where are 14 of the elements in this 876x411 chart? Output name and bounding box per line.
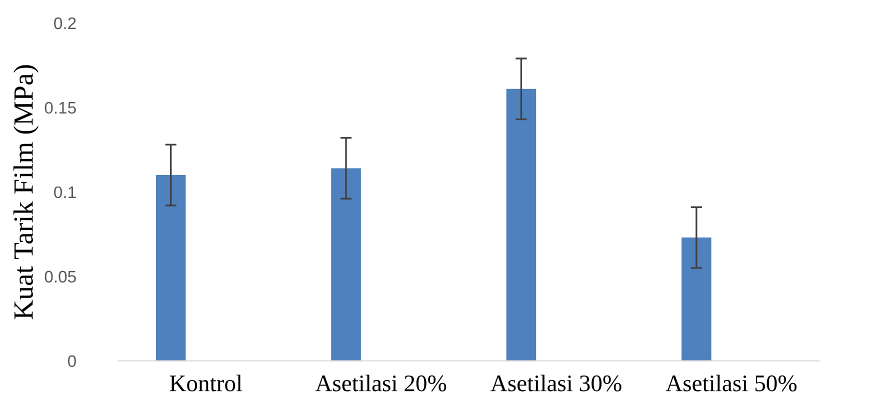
- bar: [156, 175, 186, 361]
- y-tick-label: 0.2: [54, 17, 76, 30]
- bar: [331, 168, 361, 361]
- x-tick-label: Asetilasi 20%: [315, 374, 446, 392]
- bar: [506, 88, 536, 361]
- y-tick-label: 0: [68, 355, 76, 368]
- x-tick-label: Kontrol: [170, 374, 242, 392]
- y-tick-label: 0.15: [44, 102, 76, 114]
- x-tick-label: Asetilasi 50%: [666, 374, 797, 392]
- y-axis-title: Kuat Tarik Film (MPa): [13, 65, 39, 320]
- bar: [682, 238, 712, 361]
- x-tick-label: Asetilasi 30%: [490, 374, 622, 392]
- y-tick-label: 0.1: [54, 186, 76, 198]
- y-tick-label: 0.05: [44, 270, 76, 283]
